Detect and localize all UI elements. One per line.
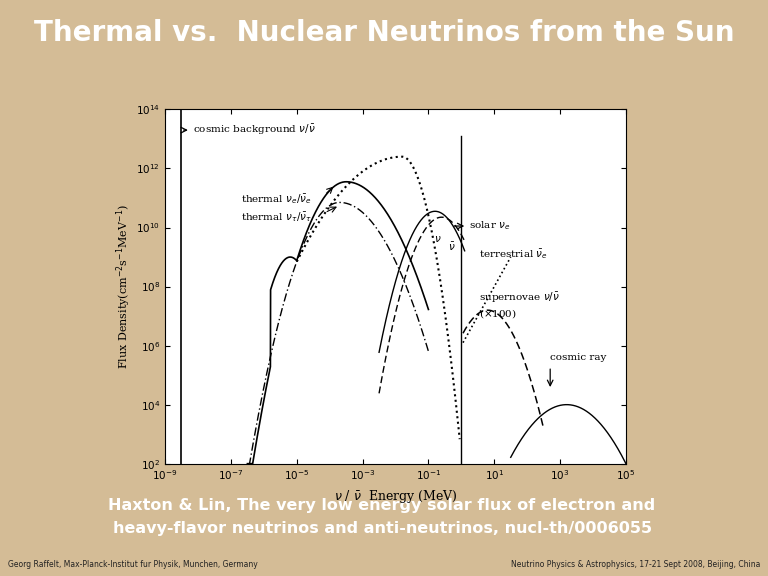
Text: $\bar{\nu}$: $\bar{\nu}$ [449,241,455,253]
Text: thermal $\nu_e/\bar{\nu}_e$: thermal $\nu_e/\bar{\nu}_e$ [241,192,312,206]
X-axis label: $\nu$ / $\bar{\nu}$  Energy (MeV): $\nu$ / $\bar{\nu}$ Energy (MeV) [333,488,458,505]
Text: solar $\nu_e$: solar $\nu_e$ [469,219,510,233]
Text: terrestrial $\bar{\nu}_e$: terrestrial $\bar{\nu}_e$ [479,247,548,261]
Text: Haxton & Lin, The very low energy solar flux of electron and
heavy-flavor neutri: Haxton & Lin, The very low energy solar … [108,498,656,536]
Text: thermal $\nu_\tau/\bar{\nu}_\tau$: thermal $\nu_\tau/\bar{\nu}_\tau$ [241,210,312,224]
Text: Thermal vs.  Nuclear Neutrinos from the Sun: Thermal vs. Nuclear Neutrinos from the S… [34,19,734,47]
Text: cosmic background $\nu/\bar{\nu}$: cosmic background $\nu/\bar{\nu}$ [193,123,316,137]
Text: $\nu$: $\nu$ [434,234,442,244]
Text: cosmic ray: cosmic ray [550,353,607,362]
Text: Neutrino Physics & Astrophysics, 17-21 Sept 2008, Beijing, China: Neutrino Physics & Astrophysics, 17-21 S… [511,560,760,569]
Y-axis label: Flux Density(cm$^{-2}$s$^{-1}$MeV$^{-1}$): Flux Density(cm$^{-2}$s$^{-1}$MeV$^{-1}$… [114,204,134,369]
Text: Georg Raffelt, Max-Planck-Institut fur Physik, Munchen, Germany: Georg Raffelt, Max-Planck-Institut fur P… [8,560,257,569]
Text: supernovae $\nu/\bar{\nu}$: supernovae $\nu/\bar{\nu}$ [479,291,560,305]
Text: ($\times$100): ($\times$100) [479,306,517,320]
